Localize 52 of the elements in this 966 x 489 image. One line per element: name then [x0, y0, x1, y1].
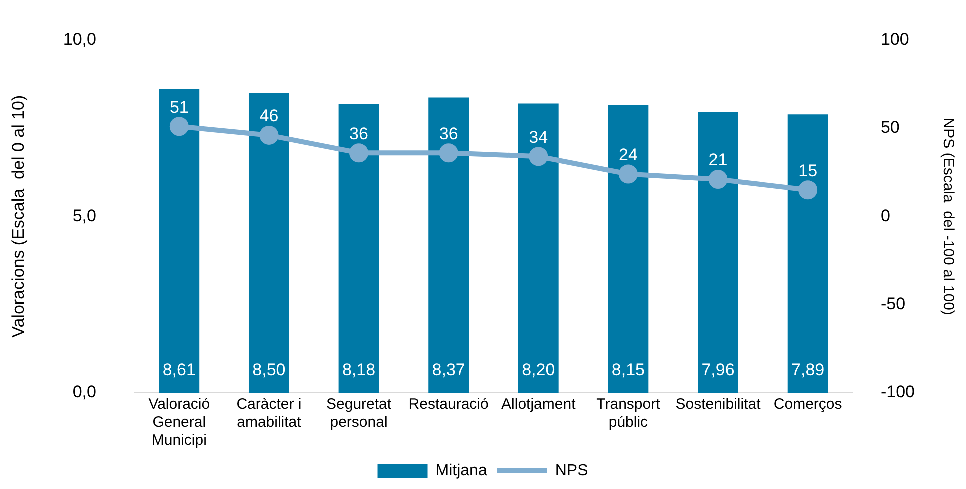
y-tick-label: 5,0 [72, 206, 96, 226]
point [618, 164, 638, 184]
x-tick-label: Valoració General Municipi [148, 396, 210, 450]
x-tick-label: Comerços [774, 396, 842, 414]
data-label: 51 [170, 98, 189, 117]
y2-tick-label: -50 [880, 294, 906, 314]
y-axis-title: Valoracions (Escala del 0 al 10) [8, 95, 28, 338]
legend-label: Mitjana [436, 462, 488, 480]
data-label: 15 [798, 161, 818, 180]
bar [428, 98, 470, 393]
data-label: 7,96 [702, 360, 735, 380]
point [170, 117, 189, 136]
data-label: 8,37 [432, 360, 466, 380]
x-tick-label: Allotjament [502, 396, 577, 414]
x-tick-label: Seguretat personal [326, 396, 392, 432]
point [798, 180, 818, 200]
y2-axis-title: NPS (Escala del -100 al 100) [940, 118, 957, 316]
data-label: 8,20 [522, 360, 556, 380]
data-label: 21 [708, 150, 728, 170]
y-tick-label: 0,0 [72, 382, 96, 402]
point [260, 126, 279, 145]
bar [248, 93, 290, 393]
data-label: 8,50 [252, 360, 286, 380]
x-tick-label: Caràcter i amabilitat [236, 396, 302, 432]
y2-tick-label: 100 [880, 30, 910, 49]
y-tick-label: 10,0 [63, 30, 96, 49]
point [708, 170, 728, 190]
data-label: 8,61 [162, 360, 196, 380]
bar [788, 114, 828, 393]
bar [698, 112, 738, 393]
data-label: 24 [618, 145, 638, 164]
x-tick-label: Restauració [408, 396, 489, 414]
data-label: 7,89 [792, 360, 825, 380]
data-label: 8,18 [342, 360, 376, 380]
y2-tick-label: -100 [880, 382, 916, 402]
legend-label: NPS [555, 462, 588, 480]
bar [518, 104, 559, 393]
x-tick-label: Transport públic [596, 396, 662, 432]
data-label: 46 [260, 106, 279, 126]
data-label: 34 [529, 128, 548, 147]
bar [608, 105, 649, 393]
bar [159, 89, 200, 393]
point [439, 144, 458, 163]
data-label: 36 [350, 124, 368, 144]
data-label: 8,15 [612, 360, 645, 380]
y2-tick-label: 0 [880, 206, 890, 226]
point [350, 144, 369, 163]
point [529, 147, 548, 166]
data-label: 36 [439, 124, 458, 144]
x-tick-label: Sostenibilitat [676, 396, 762, 414]
y2-tick-label: 50 [880, 118, 900, 138]
bar [338, 104, 380, 393]
